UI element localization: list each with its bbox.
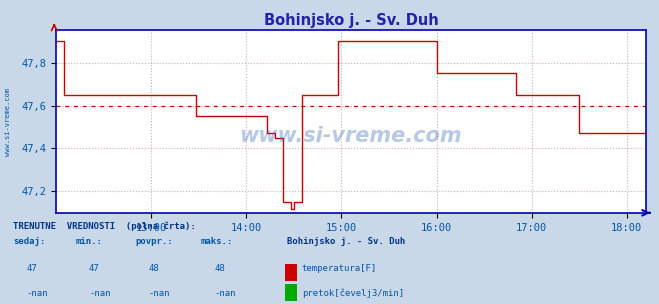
Text: 48: 48 (148, 264, 159, 274)
Text: TRENUTNE  VREDNOSTI  (polna črta):: TRENUTNE VREDNOSTI (polna črta): (13, 222, 196, 231)
Text: temperatura[F]: temperatura[F] (302, 264, 377, 274)
Text: sedaj:: sedaj: (13, 237, 45, 246)
Text: -nan: -nan (214, 289, 236, 298)
Text: www.si-vreme.com: www.si-vreme.com (5, 88, 11, 156)
Text: -nan: -nan (26, 289, 48, 298)
Text: www.si-vreme.com: www.si-vreme.com (240, 126, 462, 146)
Text: maks.:: maks.: (201, 237, 233, 246)
Text: pretok[čevelj3/min]: pretok[čevelj3/min] (302, 289, 404, 298)
Title: Bohinjsko j. - Sv. Duh: Bohinjsko j. - Sv. Duh (264, 13, 438, 28)
Text: min.:: min.: (76, 237, 103, 246)
Text: -nan: -nan (89, 289, 111, 298)
Text: 47: 47 (89, 264, 100, 274)
Text: Bohinjsko j. - Sv. Duh: Bohinjsko j. - Sv. Duh (287, 237, 405, 246)
Text: povpr.:: povpr.: (135, 237, 173, 246)
Text: 47: 47 (26, 264, 37, 274)
Text: -nan: -nan (148, 289, 170, 298)
Text: 48: 48 (214, 264, 225, 274)
